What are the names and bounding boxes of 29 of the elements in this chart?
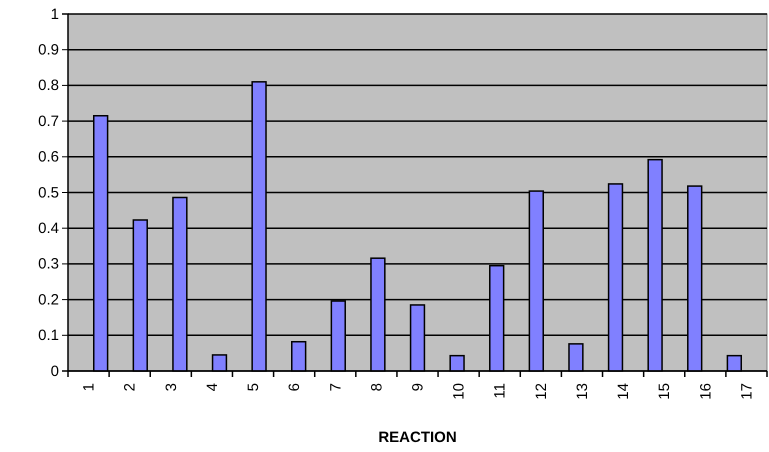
x-axis-title: REACTION xyxy=(378,429,457,446)
y-tick-label: 0.9 xyxy=(38,42,59,58)
y-tick-label: 0.8 xyxy=(38,77,59,94)
x-tick-label: 13 xyxy=(574,383,591,400)
y-tick-label: 0 xyxy=(50,362,59,380)
x-tick-label: 5 xyxy=(245,383,262,392)
x-tick-label: 12 xyxy=(532,383,550,400)
y-tick-label: 0.2 xyxy=(38,291,59,308)
y-tick-label: 0.3 xyxy=(38,256,59,273)
x-tick-label: 3 xyxy=(162,383,180,392)
y-tick-label: 0.1 xyxy=(38,327,59,344)
y-tick-label: 1 xyxy=(50,6,59,23)
x-tick-label: 14 xyxy=(615,383,632,400)
x-tick-label: 7 xyxy=(327,383,344,392)
x-tick-label: 9 xyxy=(410,383,426,392)
x-tick-label: 4 xyxy=(204,383,221,392)
x-tick-label: 6 xyxy=(286,383,304,392)
x-tick-label: 2 xyxy=(122,383,139,392)
x-tick-label: 17 xyxy=(738,383,756,400)
x-tick-label: 8 xyxy=(368,383,386,392)
x-tick-label: 11 xyxy=(492,383,509,399)
x-tick-label: 15 xyxy=(656,383,674,400)
y-tick-label: 0.6 xyxy=(38,148,59,166)
x-tick-label: 16 xyxy=(697,383,714,400)
x-tick-label: 1 xyxy=(80,383,98,392)
x-tick-label: 10 xyxy=(450,383,468,400)
y-tick-label: 0.5 xyxy=(38,184,59,202)
y-tick-label: 0.4 xyxy=(38,220,59,237)
y-tick-label: 0.7 xyxy=(38,112,59,130)
